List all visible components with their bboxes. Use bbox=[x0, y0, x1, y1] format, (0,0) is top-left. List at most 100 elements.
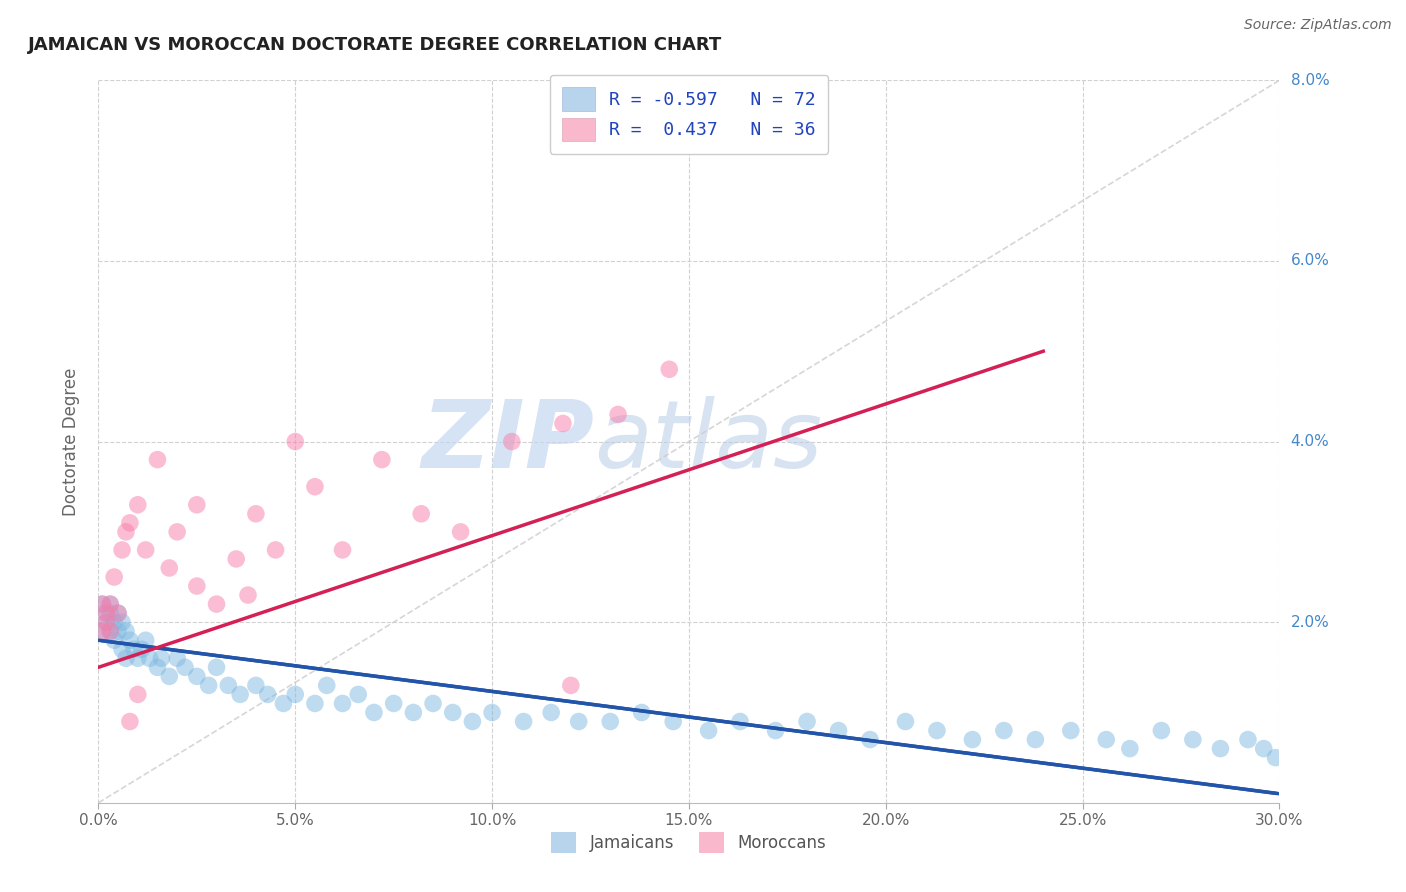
Point bbox=[98, 624, 121, 639]
Point bbox=[441, 706, 464, 720]
Point bbox=[118, 516, 141, 530]
Point bbox=[1095, 732, 1118, 747]
Point bbox=[273, 697, 295, 711]
Point bbox=[347, 687, 370, 701]
Point bbox=[138, 651, 160, 665]
Point bbox=[1181, 732, 1204, 747]
Point bbox=[157, 669, 180, 683]
Point bbox=[111, 642, 134, 657]
Point bbox=[607, 408, 630, 422]
Point bbox=[103, 633, 125, 648]
Point bbox=[103, 570, 125, 584]
Point bbox=[264, 542, 287, 557]
Point bbox=[284, 434, 307, 449]
Point bbox=[332, 697, 354, 711]
Point bbox=[217, 678, 239, 692]
Text: atlas: atlas bbox=[595, 396, 823, 487]
Point bbox=[166, 524, 188, 539]
Text: 2.0%: 2.0% bbox=[1291, 615, 1329, 630]
Point bbox=[91, 624, 114, 639]
Point bbox=[186, 579, 208, 593]
Point bbox=[98, 624, 121, 639]
Point bbox=[98, 597, 121, 611]
Point bbox=[284, 687, 307, 701]
Point bbox=[1060, 723, 1083, 738]
Point bbox=[98, 597, 121, 611]
Point bbox=[461, 714, 484, 729]
Point bbox=[304, 697, 326, 711]
Point bbox=[962, 732, 984, 747]
Text: JAMAICAN VS MOROCCAN DOCTORATE DEGREE CORRELATION CHART: JAMAICAN VS MOROCCAN DOCTORATE DEGREE CO… bbox=[28, 36, 723, 54]
Point bbox=[91, 597, 114, 611]
Point bbox=[859, 732, 882, 747]
Point bbox=[127, 687, 149, 701]
Point bbox=[146, 660, 169, 674]
Legend: Jamaicans, Moroccans: Jamaicans, Moroccans bbox=[544, 826, 834, 860]
Point bbox=[1150, 723, 1173, 738]
Point bbox=[98, 606, 121, 620]
Point bbox=[662, 714, 685, 729]
Point bbox=[1119, 741, 1142, 756]
Point bbox=[122, 642, 145, 657]
Point bbox=[166, 651, 188, 665]
Point bbox=[450, 524, 472, 539]
Point bbox=[96, 606, 118, 620]
Point bbox=[103, 615, 125, 630]
Point bbox=[827, 723, 849, 738]
Point bbox=[382, 697, 405, 711]
Point bbox=[118, 714, 141, 729]
Point bbox=[1024, 732, 1046, 747]
Point bbox=[630, 706, 652, 720]
Y-axis label: Doctorate Degree: Doctorate Degree bbox=[62, 368, 80, 516]
Point bbox=[91, 597, 114, 611]
Point bbox=[560, 678, 582, 692]
Text: Source: ZipAtlas.com: Source: ZipAtlas.com bbox=[1244, 18, 1392, 32]
Point bbox=[115, 524, 138, 539]
Point bbox=[205, 597, 228, 611]
Point bbox=[131, 642, 153, 657]
Point bbox=[245, 678, 267, 692]
Point bbox=[91, 624, 114, 639]
Text: 4.0%: 4.0% bbox=[1291, 434, 1329, 449]
Point bbox=[332, 542, 354, 557]
Point bbox=[1237, 732, 1260, 747]
Point bbox=[157, 561, 180, 575]
Point bbox=[245, 507, 267, 521]
Point bbox=[96, 606, 118, 620]
Point bbox=[481, 706, 503, 720]
Point bbox=[540, 706, 562, 720]
Point bbox=[551, 417, 574, 431]
Point bbox=[135, 633, 157, 648]
Point bbox=[371, 452, 394, 467]
Point bbox=[363, 706, 385, 720]
Point bbox=[993, 723, 1015, 738]
Point bbox=[422, 697, 444, 711]
Point bbox=[1253, 741, 1275, 756]
Point bbox=[111, 542, 134, 557]
Point bbox=[150, 651, 173, 665]
Point bbox=[229, 687, 252, 701]
Point bbox=[796, 714, 818, 729]
Point bbox=[599, 714, 621, 729]
Point bbox=[765, 723, 787, 738]
Point bbox=[96, 615, 118, 630]
Point bbox=[728, 714, 751, 729]
Point bbox=[111, 615, 134, 630]
Point bbox=[315, 678, 337, 692]
Point bbox=[894, 714, 917, 729]
Point bbox=[925, 723, 948, 738]
Point bbox=[107, 606, 129, 620]
Point bbox=[127, 651, 149, 665]
Point bbox=[411, 507, 433, 521]
Point bbox=[1209, 741, 1232, 756]
Point bbox=[107, 624, 129, 639]
Point bbox=[146, 452, 169, 467]
Point bbox=[512, 714, 534, 729]
Point bbox=[115, 651, 138, 665]
Point bbox=[501, 434, 523, 449]
Point bbox=[304, 480, 326, 494]
Point bbox=[107, 606, 129, 620]
Point bbox=[256, 687, 278, 701]
Point bbox=[186, 669, 208, 683]
Point bbox=[186, 498, 208, 512]
